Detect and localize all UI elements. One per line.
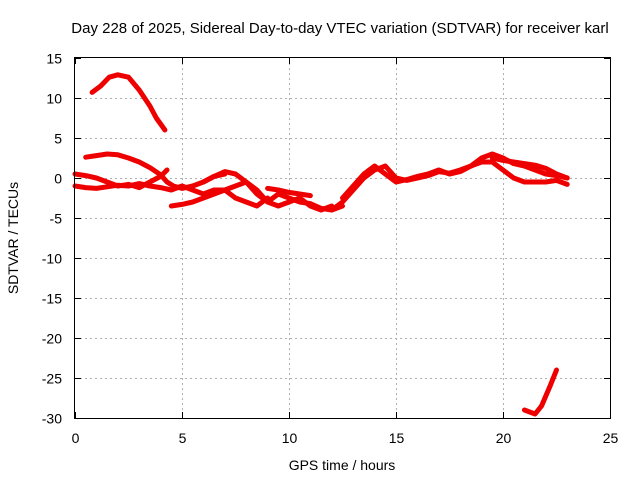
y-tick-label: -10 <box>42 251 62 267</box>
y-tick-labels: 15 10 5 0 -5 -10 -15 -20 -25 -30 <box>42 51 62 427</box>
y-tick-label: 10 <box>46 91 62 107</box>
y-tick-label: -30 <box>42 411 62 427</box>
y-tick-label: -25 <box>42 371 62 387</box>
y-tick-label: 15 <box>46 51 62 67</box>
series-group <box>72 72 570 417</box>
x-tick-label: 25 <box>603 430 619 446</box>
x-axis-label: GPS time / hours <box>289 457 396 473</box>
x-tick-label: 10 <box>282 430 298 446</box>
x-tick-label: 20 <box>496 430 512 446</box>
y-axis-label: SDTVAR / TECUs <box>5 182 21 294</box>
series-arc-4 <box>72 181 271 209</box>
y-tick-label: -20 <box>42 331 62 347</box>
series-arc-7 <box>265 185 313 199</box>
x-tick-label: 5 <box>179 430 187 446</box>
axis-ticks <box>75 58 611 419</box>
y-tick-label: -15 <box>42 291 62 307</box>
series-arc-9 <box>340 159 570 201</box>
chart-title: Day 228 of 2025, Sidereal Day-to-day VTE… <box>71 20 608 37</box>
y-tick-label: 5 <box>54 131 62 147</box>
x-tick-label: 0 <box>72 430 80 446</box>
series-arc-1 <box>89 72 168 133</box>
y-tick-label: 0 <box>54 171 62 187</box>
x-tick-label: 15 <box>389 430 405 446</box>
series-arc-11 <box>521 367 559 417</box>
x-tick-labels: 0 5 10 15 20 25 <box>72 430 619 446</box>
series-arc-10 <box>489 155 570 181</box>
y-tick-label: -5 <box>50 211 63 227</box>
plot-frame <box>74 57 611 419</box>
series-arc-6 <box>200 169 345 213</box>
